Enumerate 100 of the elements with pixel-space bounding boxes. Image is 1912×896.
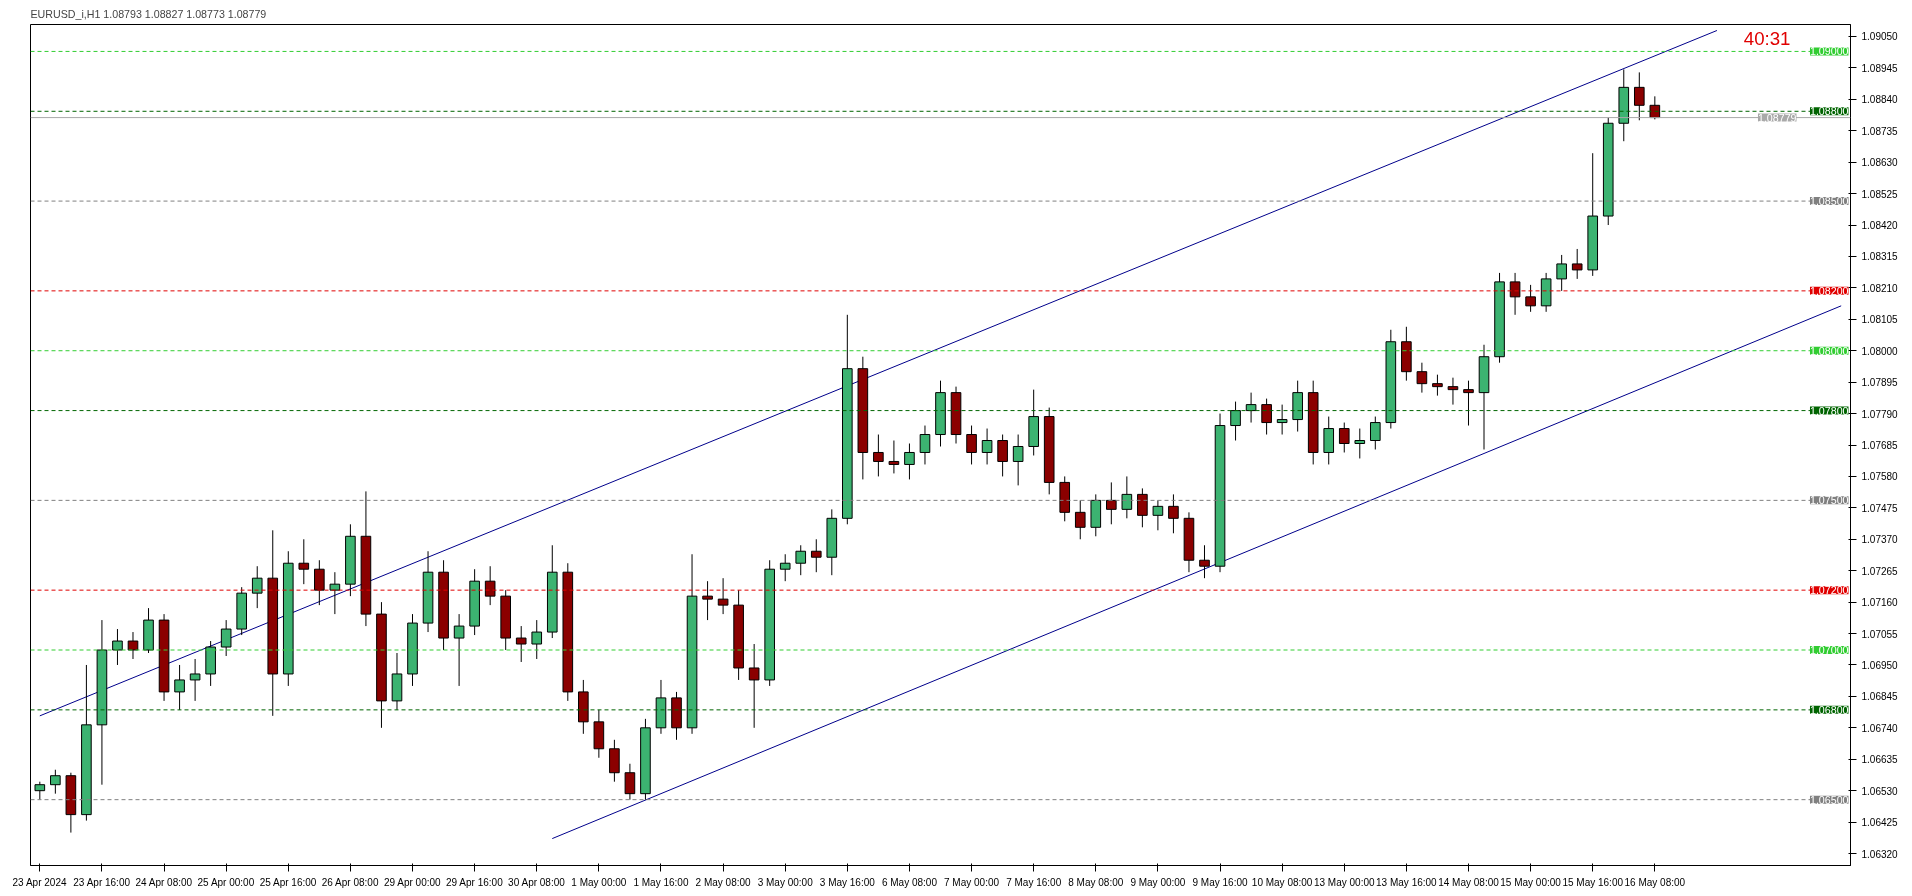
candlestick [314, 559, 325, 606]
x-tick-label: 29 Apr 00:00 [383, 876, 442, 888]
candlestick [298, 538, 310, 585]
candlestick [702, 580, 713, 621]
candlestick [981, 428, 993, 465]
x-tick-label: 15 May 00:00 [1500, 876, 1562, 888]
candlestick [1633, 71, 1645, 121]
x-tick-label: 1 May 00:00 [571, 876, 627, 888]
candlestick [50, 769, 61, 795]
candlestick [717, 577, 729, 615]
candlestick [1230, 401, 1241, 442]
x-tick-label: 29 Apr 16:00 [446, 876, 504, 888]
ref-line-label: 1.08800 [1809, 105, 1849, 118]
candlestick [795, 544, 807, 576]
candlestick [1261, 398, 1272, 436]
candlestick [1168, 493, 1179, 534]
x-tick-label: 15 May 16:00 [1562, 876, 1624, 888]
x-tick-label: 2 May 08:00 [695, 876, 752, 888]
y-tick-label: 1.08945 [1861, 62, 1899, 74]
ref-line-label: 1.07000 [1809, 644, 1849, 657]
y-tick-label: 1.06740 [1861, 722, 1899, 734]
candlestick [873, 434, 884, 477]
candlestick [1509, 272, 1521, 316]
candlestick [904, 443, 915, 480]
y-tick-label: 1.06320 [1861, 848, 1899, 860]
candlestick [888, 440, 900, 474]
candlestick [1121, 475, 1133, 519]
candlestick [966, 425, 977, 465]
y-tick-label: 1.07370 [1861, 534, 1899, 546]
candlestick [1416, 362, 1428, 394]
x-tick-label: 7 May 00:00 [944, 876, 1000, 888]
y-tick-label: 1.07055 [1861, 628, 1899, 640]
y-tick-label: 1.07160 [1861, 597, 1899, 609]
x-tick-label: 9 May 00:00 [1130, 876, 1186, 888]
x-tick-label: 6 May 08:00 [881, 876, 938, 888]
candlestick [1137, 487, 1148, 528]
y-tick-label: 1.08105 [1861, 314, 1899, 326]
y-tick-label: 1.07685 [1861, 440, 1899, 451]
ref-line-label: 1.07500 [1809, 494, 1849, 507]
ref-line-label: 1.09000 [1809, 45, 1849, 58]
candlestick [251, 565, 263, 609]
chart-title: EURUSD_i,H1 1.08793 1.08827 1.08773 1.08779 [30, 7, 267, 20]
y-tick-label: 1.06425 [1861, 817, 1899, 829]
x-tick-label: 9 May 16:00 [1192, 876, 1248, 888]
y-tick-label: 1.06530 [1861, 785, 1899, 797]
candlestick [997, 434, 1008, 477]
x-tick-label: 1 May 16:00 [633, 876, 689, 888]
candlestick [1338, 422, 1350, 453]
annotation: 40:31 [1743, 27, 1791, 49]
candlestick [174, 664, 185, 711]
x-tick-label: 25 Apr 00:00 [197, 876, 255, 888]
y-tick-label: 1.06950 [1861, 659, 1899, 671]
candlestick [1556, 254, 1567, 292]
ref-line-label: 1.07200 [1809, 584, 1849, 597]
y-tick-label: 1.08420 [1861, 220, 1899, 232]
candlestick [1447, 377, 1459, 406]
candlestick [779, 553, 791, 582]
y-tick-label: 1.07580 [1861, 471, 1899, 483]
y-tick-label: 1.08315 [1861, 251, 1899, 263]
y-tick-label: 1.08840 [1861, 94, 1899, 106]
y-tick-label: 1.07790 [1861, 408, 1899, 420]
x-tick-label: 13 May 16:00 [1376, 876, 1438, 888]
candlestick [810, 538, 822, 573]
candlestick [329, 571, 341, 615]
candlestick [1199, 544, 1210, 579]
ref-line-label: 1.08779 [1757, 111, 1797, 124]
candlestick [609, 739, 620, 783]
candlestick [531, 619, 543, 660]
ref-line-label: 1.07800 [1809, 404, 1849, 417]
ref-line-label: 1.08200 [1809, 284, 1849, 297]
candlestick [1245, 392, 1257, 424]
candlestick [1432, 374, 1443, 397]
candlestick [1354, 428, 1366, 459]
candlestick [748, 643, 760, 729]
candlestick [1370, 416, 1381, 450]
x-tick-label: 7 May 16:00 [1006, 876, 1062, 888]
candlestick [1525, 284, 1536, 313]
x-tick-label: 3 May 16:00 [819, 876, 876, 888]
candlestick [1323, 416, 1335, 465]
x-tick-label: 30 Apr 08:00 [508, 876, 566, 888]
y-tick-label: 1.07895 [1861, 377, 1899, 389]
candlestick [189, 658, 201, 702]
x-tick-label: 25 Apr 16:00 [259, 876, 317, 888]
candlestick [1012, 434, 1024, 486]
x-tick-label: 23 Apr 2024 [12, 876, 67, 888]
y-tick-label: 1.09050 [1861, 31, 1899, 43]
y-tick-label: 1.08630 [1861, 157, 1899, 169]
y-tick-label: 1.08735 [1861, 125, 1899, 137]
y-tick-label: 1.06635 [1861, 754, 1899, 766]
candlestick [919, 425, 931, 465]
x-tick-label: 3 May 00:00 [757, 876, 814, 888]
candlestick [1276, 404, 1288, 436]
x-tick-label: 8 May 08:00 [1068, 876, 1124, 888]
candlestick [515, 625, 527, 663]
x-tick-label: 14 May 08:00 [1438, 876, 1500, 888]
candlestick [624, 763, 636, 801]
candlestick [112, 628, 123, 666]
x-tick-label: 10 May 08:00 [1251, 876, 1313, 888]
y-tick-label: 1.06845 [1861, 691, 1899, 703]
candlestick [453, 613, 465, 687]
